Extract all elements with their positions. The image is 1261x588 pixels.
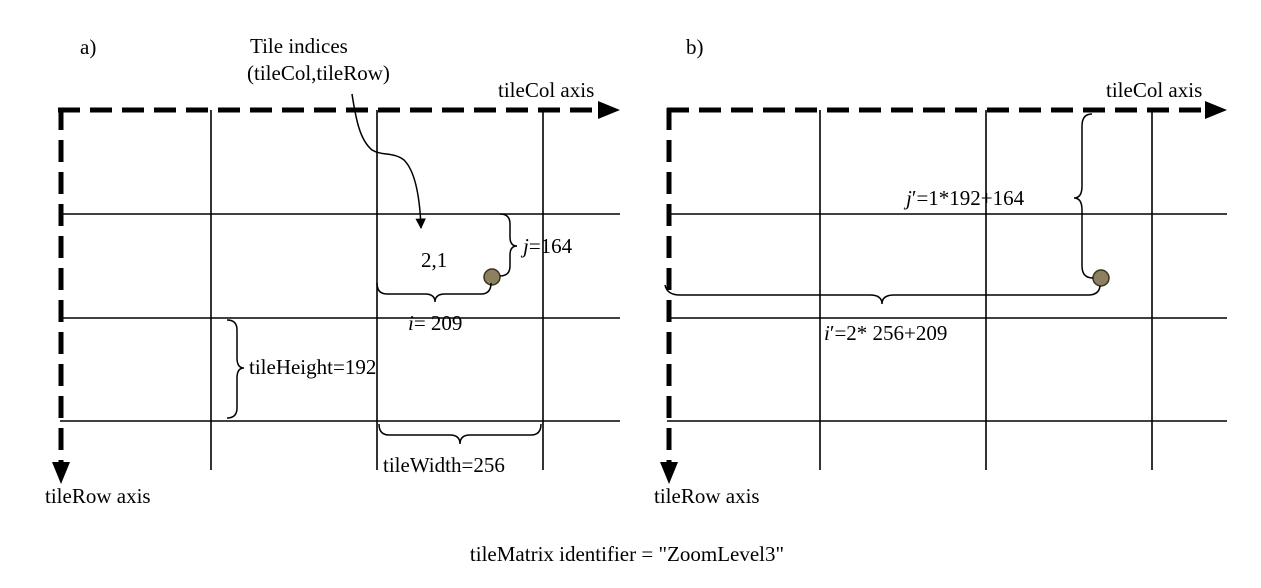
panel-b: b) tileCol axis tileRow axis j′=1*192+16… bbox=[654, 35, 1227, 508]
tile-indices-pointer-arrow bbox=[351, 93, 426, 230]
j-label: j=164 bbox=[520, 234, 573, 258]
i-label: i= 209 bbox=[408, 311, 462, 335]
tile-index-value: 2,1 bbox=[421, 248, 447, 272]
tile-height-brace bbox=[226, 319, 245, 419]
tile-indices-label: Tile indices bbox=[250, 34, 348, 58]
panel-b-axes bbox=[660, 101, 1227, 484]
j-prime-brace bbox=[1073, 113, 1094, 279]
panel-a-label: a) bbox=[80, 35, 96, 59]
tile-indices-sublabel: (tileCol,tileRow) bbox=[247, 61, 390, 85]
diagram-caption: tileMatrix identifier = "ZoomLevel3" bbox=[470, 542, 784, 566]
panel-b-tilerow-axis-label: tileRow axis bbox=[654, 484, 760, 508]
panel-b-grid bbox=[667, 110, 1227, 470]
i-prime-label: i′=2* 256+209 bbox=[824, 321, 947, 345]
i-prime-brace bbox=[664, 284, 1101, 305]
panel-a: a) tileCol axis tileRow axis Tile indice… bbox=[45, 34, 620, 508]
tile-height-label: tileHeight=192 bbox=[249, 355, 376, 379]
j-brace bbox=[499, 213, 518, 277]
panel-a-grid bbox=[60, 110, 620, 470]
panel-a-tilecol-axis-label: tileCol axis bbox=[498, 78, 594, 102]
j-prime-label: j′=1*192+164 bbox=[903, 186, 1025, 210]
i-brace bbox=[376, 282, 492, 303]
tile-width-label: tileWidth=256 bbox=[383, 453, 505, 477]
pixel-point-a bbox=[483, 268, 501, 286]
tilerow-axis-arrowhead bbox=[52, 462, 70, 484]
tile-width-brace bbox=[378, 423, 542, 445]
tilerow-axis-arrowhead bbox=[660, 462, 678, 484]
panel-b-label: b) bbox=[686, 35, 704, 59]
panel-a-axes bbox=[52, 101, 620, 484]
panel-b-tilecol-axis-label: tileCol axis bbox=[1106, 78, 1202, 102]
tilecol-axis-arrowhead bbox=[598, 101, 620, 119]
pixel-point-b bbox=[1092, 269, 1110, 287]
tilecol-axis-arrowhead bbox=[1205, 101, 1227, 119]
panel-a-tilerow-axis-label: tileRow axis bbox=[45, 484, 151, 508]
